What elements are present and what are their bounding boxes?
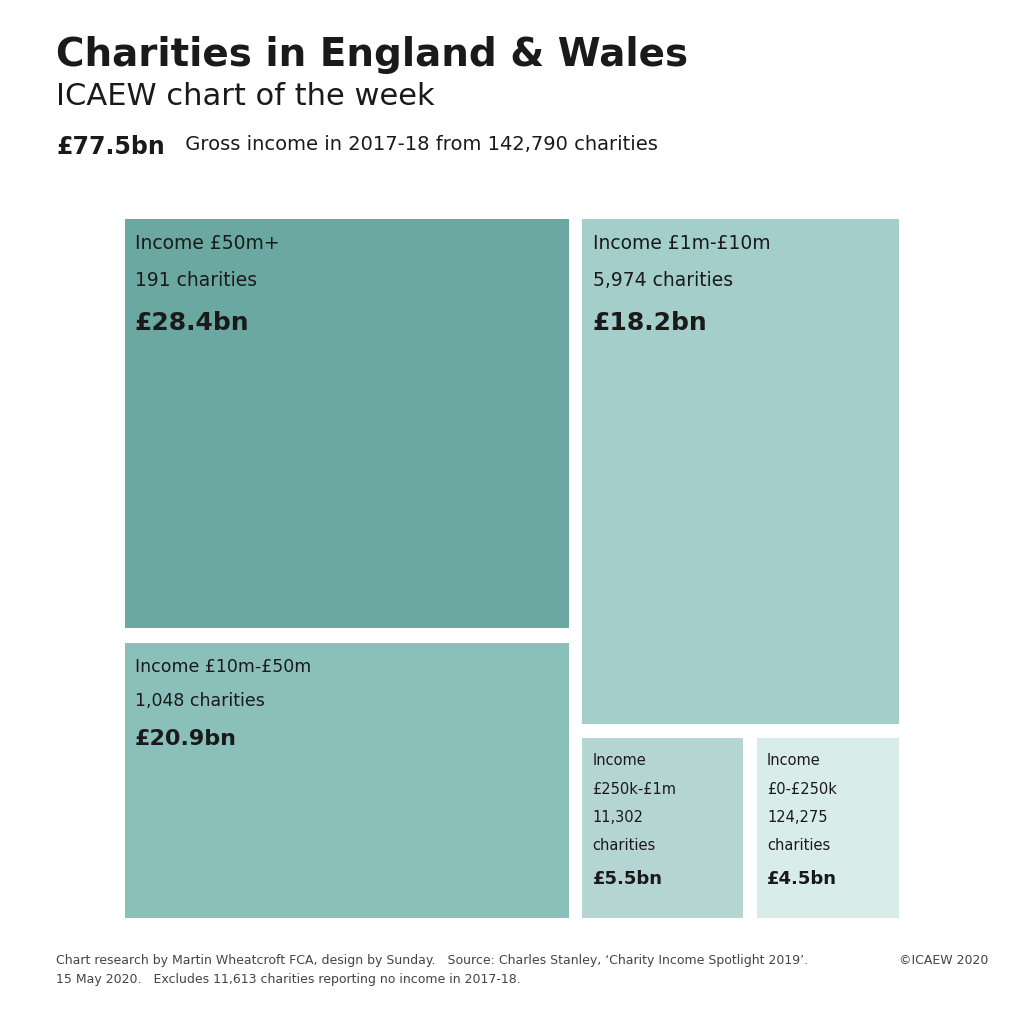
Text: £28.4bn: £28.4bn xyxy=(135,311,250,335)
Text: ICAEW chart of the week: ICAEW chart of the week xyxy=(56,82,435,111)
Bar xyxy=(757,738,899,919)
Text: Income: Income xyxy=(593,754,646,768)
Bar xyxy=(125,642,569,919)
Text: Income £1m-£10m: Income £1m-£10m xyxy=(593,234,770,253)
Text: £250k-£1m: £250k-£1m xyxy=(593,781,677,797)
Text: £5.5bn: £5.5bn xyxy=(593,870,663,888)
Text: Charities in England & Wales: Charities in England & Wales xyxy=(56,36,688,74)
Text: 5,974 charities: 5,974 charities xyxy=(593,271,733,290)
Text: £77.5bn: £77.5bn xyxy=(56,135,165,159)
Text: 11,302: 11,302 xyxy=(593,810,643,825)
Text: charities: charities xyxy=(767,839,830,853)
Text: Income: Income xyxy=(767,754,821,768)
Text: £20.9bn: £20.9bn xyxy=(135,729,237,750)
Text: £4.5bn: £4.5bn xyxy=(767,870,837,888)
Text: Income £50m+: Income £50m+ xyxy=(135,234,280,253)
Text: 124,275: 124,275 xyxy=(767,810,827,825)
Text: ©ICAEW 2020: ©ICAEW 2020 xyxy=(899,954,988,968)
Text: Gross income in 2017-18 from 142,790 charities: Gross income in 2017-18 from 142,790 cha… xyxy=(179,135,658,155)
Bar xyxy=(583,738,742,919)
Text: £0-£250k: £0-£250k xyxy=(767,781,837,797)
Text: Income £10m-£50m: Income £10m-£50m xyxy=(135,658,311,676)
Text: 1,048 charities: 1,048 charities xyxy=(135,692,265,710)
Text: £18.2bn: £18.2bn xyxy=(593,311,708,335)
Bar xyxy=(583,218,899,724)
Text: 191 charities: 191 charities xyxy=(135,271,257,290)
Text: Chart research by Martin Wheatcroft FCA, design by Sunday.   Source: Charles Sta: Chart research by Martin Wheatcroft FCA,… xyxy=(56,954,808,986)
Bar xyxy=(125,218,569,629)
Text: charities: charities xyxy=(593,839,655,853)
